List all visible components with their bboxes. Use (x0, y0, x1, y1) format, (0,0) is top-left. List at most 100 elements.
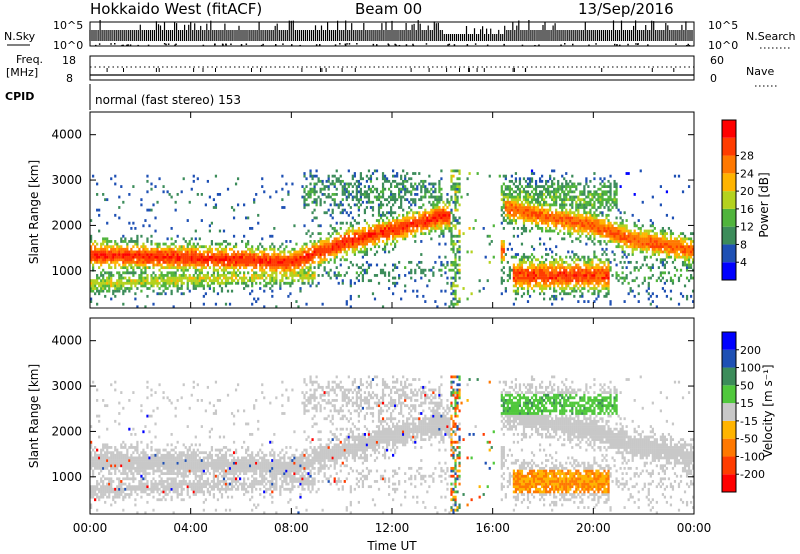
power-cell (335, 274, 338, 277)
power-cell (595, 224, 598, 228)
power-cell (506, 211, 509, 215)
power-cell (625, 172, 628, 175)
nsky-tick-bottom: 10^0 (53, 39, 83, 52)
power-cell (347, 232, 350, 236)
power-cell (138, 276, 141, 280)
power-cell (291, 260, 294, 264)
power-cell (124, 271, 127, 275)
power-cell (349, 305, 352, 309)
power-cell (565, 198, 568, 202)
power-cell (283, 206, 286, 209)
power-cell (613, 229, 616, 233)
power-cell (454, 279, 457, 283)
power-cell (146, 253, 149, 256)
power-cell (553, 274, 556, 277)
power-cell (442, 263, 445, 267)
power-cell (357, 185, 360, 188)
power-cell (422, 195, 425, 199)
power-cell (440, 216, 443, 220)
power-cell (200, 281, 203, 285)
nsearch-dot (447, 44, 449, 46)
power-cell (339, 250, 342, 254)
power-cell (337, 271, 340, 275)
power-cell (353, 174, 356, 178)
power-cell (134, 255, 137, 259)
power-cell (512, 208, 516, 212)
power-cell (444, 224, 447, 228)
power-cell (180, 245, 183, 249)
power-cell (543, 297, 546, 301)
power-cell (357, 206, 360, 209)
power-cell (569, 271, 572, 275)
power-cell (208, 284, 211, 288)
power-cell (402, 187, 405, 191)
power-cell (607, 289, 610, 293)
power-cell (255, 260, 258, 264)
power-cell (597, 240, 600, 243)
power-cell (623, 260, 626, 264)
power-cell (138, 250, 141, 254)
power-cell (585, 234, 588, 238)
power-cell (381, 221, 385, 225)
power-cell (510, 179, 513, 183)
power-cell (581, 224, 584, 228)
power-cell (176, 263, 179, 267)
power-cell (166, 287, 169, 290)
nsearch-dot (619, 44, 621, 47)
power-cell (214, 302, 218, 306)
power-cell (508, 216, 511, 220)
power-cell (156, 255, 159, 259)
power-cell (92, 258, 95, 262)
power-cell (621, 237, 624, 241)
power-cell (98, 292, 101, 296)
power-cell (138, 263, 141, 267)
power-cell (456, 300, 459, 303)
power-cell (569, 229, 572, 233)
power-cell (530, 268, 534, 272)
power-cell (124, 276, 127, 280)
power-cell (234, 258, 238, 262)
power-cell (404, 232, 407, 236)
power-cell (428, 211, 431, 215)
power-cell (448, 226, 451, 230)
power-cell (154, 250, 157, 254)
power-cell (549, 219, 552, 222)
power-cell (186, 279, 189, 283)
power-cell (404, 187, 407, 191)
power-cell (295, 260, 298, 264)
power-cell (593, 268, 596, 272)
power-cell (323, 268, 326, 272)
power-cell (325, 195, 328, 199)
power-cell (611, 237, 614, 241)
power-cell (432, 195, 435, 199)
power-cell (504, 177, 507, 181)
power-cell (263, 305, 266, 309)
power-cell (430, 203, 433, 207)
power-cell (508, 185, 511, 188)
power-cell (563, 274, 566, 277)
power-cell (130, 226, 133, 230)
power-cell (452, 185, 455, 188)
power-cell (216, 263, 220, 267)
nsearch-dot (614, 43, 616, 46)
power-cell (452, 240, 455, 243)
power-cell (222, 229, 226, 233)
power-cell (553, 294, 556, 298)
power-cell (418, 260, 421, 264)
power-cell (591, 240, 594, 243)
power-cell (394, 174, 397, 178)
power-cell (617, 232, 620, 236)
power-cell (633, 242, 636, 246)
power-cell (502, 206, 505, 209)
power-cell (534, 179, 538, 183)
power-cell (502, 200, 505, 204)
power-cell (168, 281, 171, 285)
power-cell (530, 276, 534, 280)
power-cell (506, 203, 509, 207)
power-cell (160, 255, 163, 259)
power-cell (452, 200, 455, 204)
power-cell (603, 182, 606, 186)
power-cell (631, 245, 634, 249)
power-cell (591, 198, 594, 202)
power-cell (585, 281, 588, 285)
